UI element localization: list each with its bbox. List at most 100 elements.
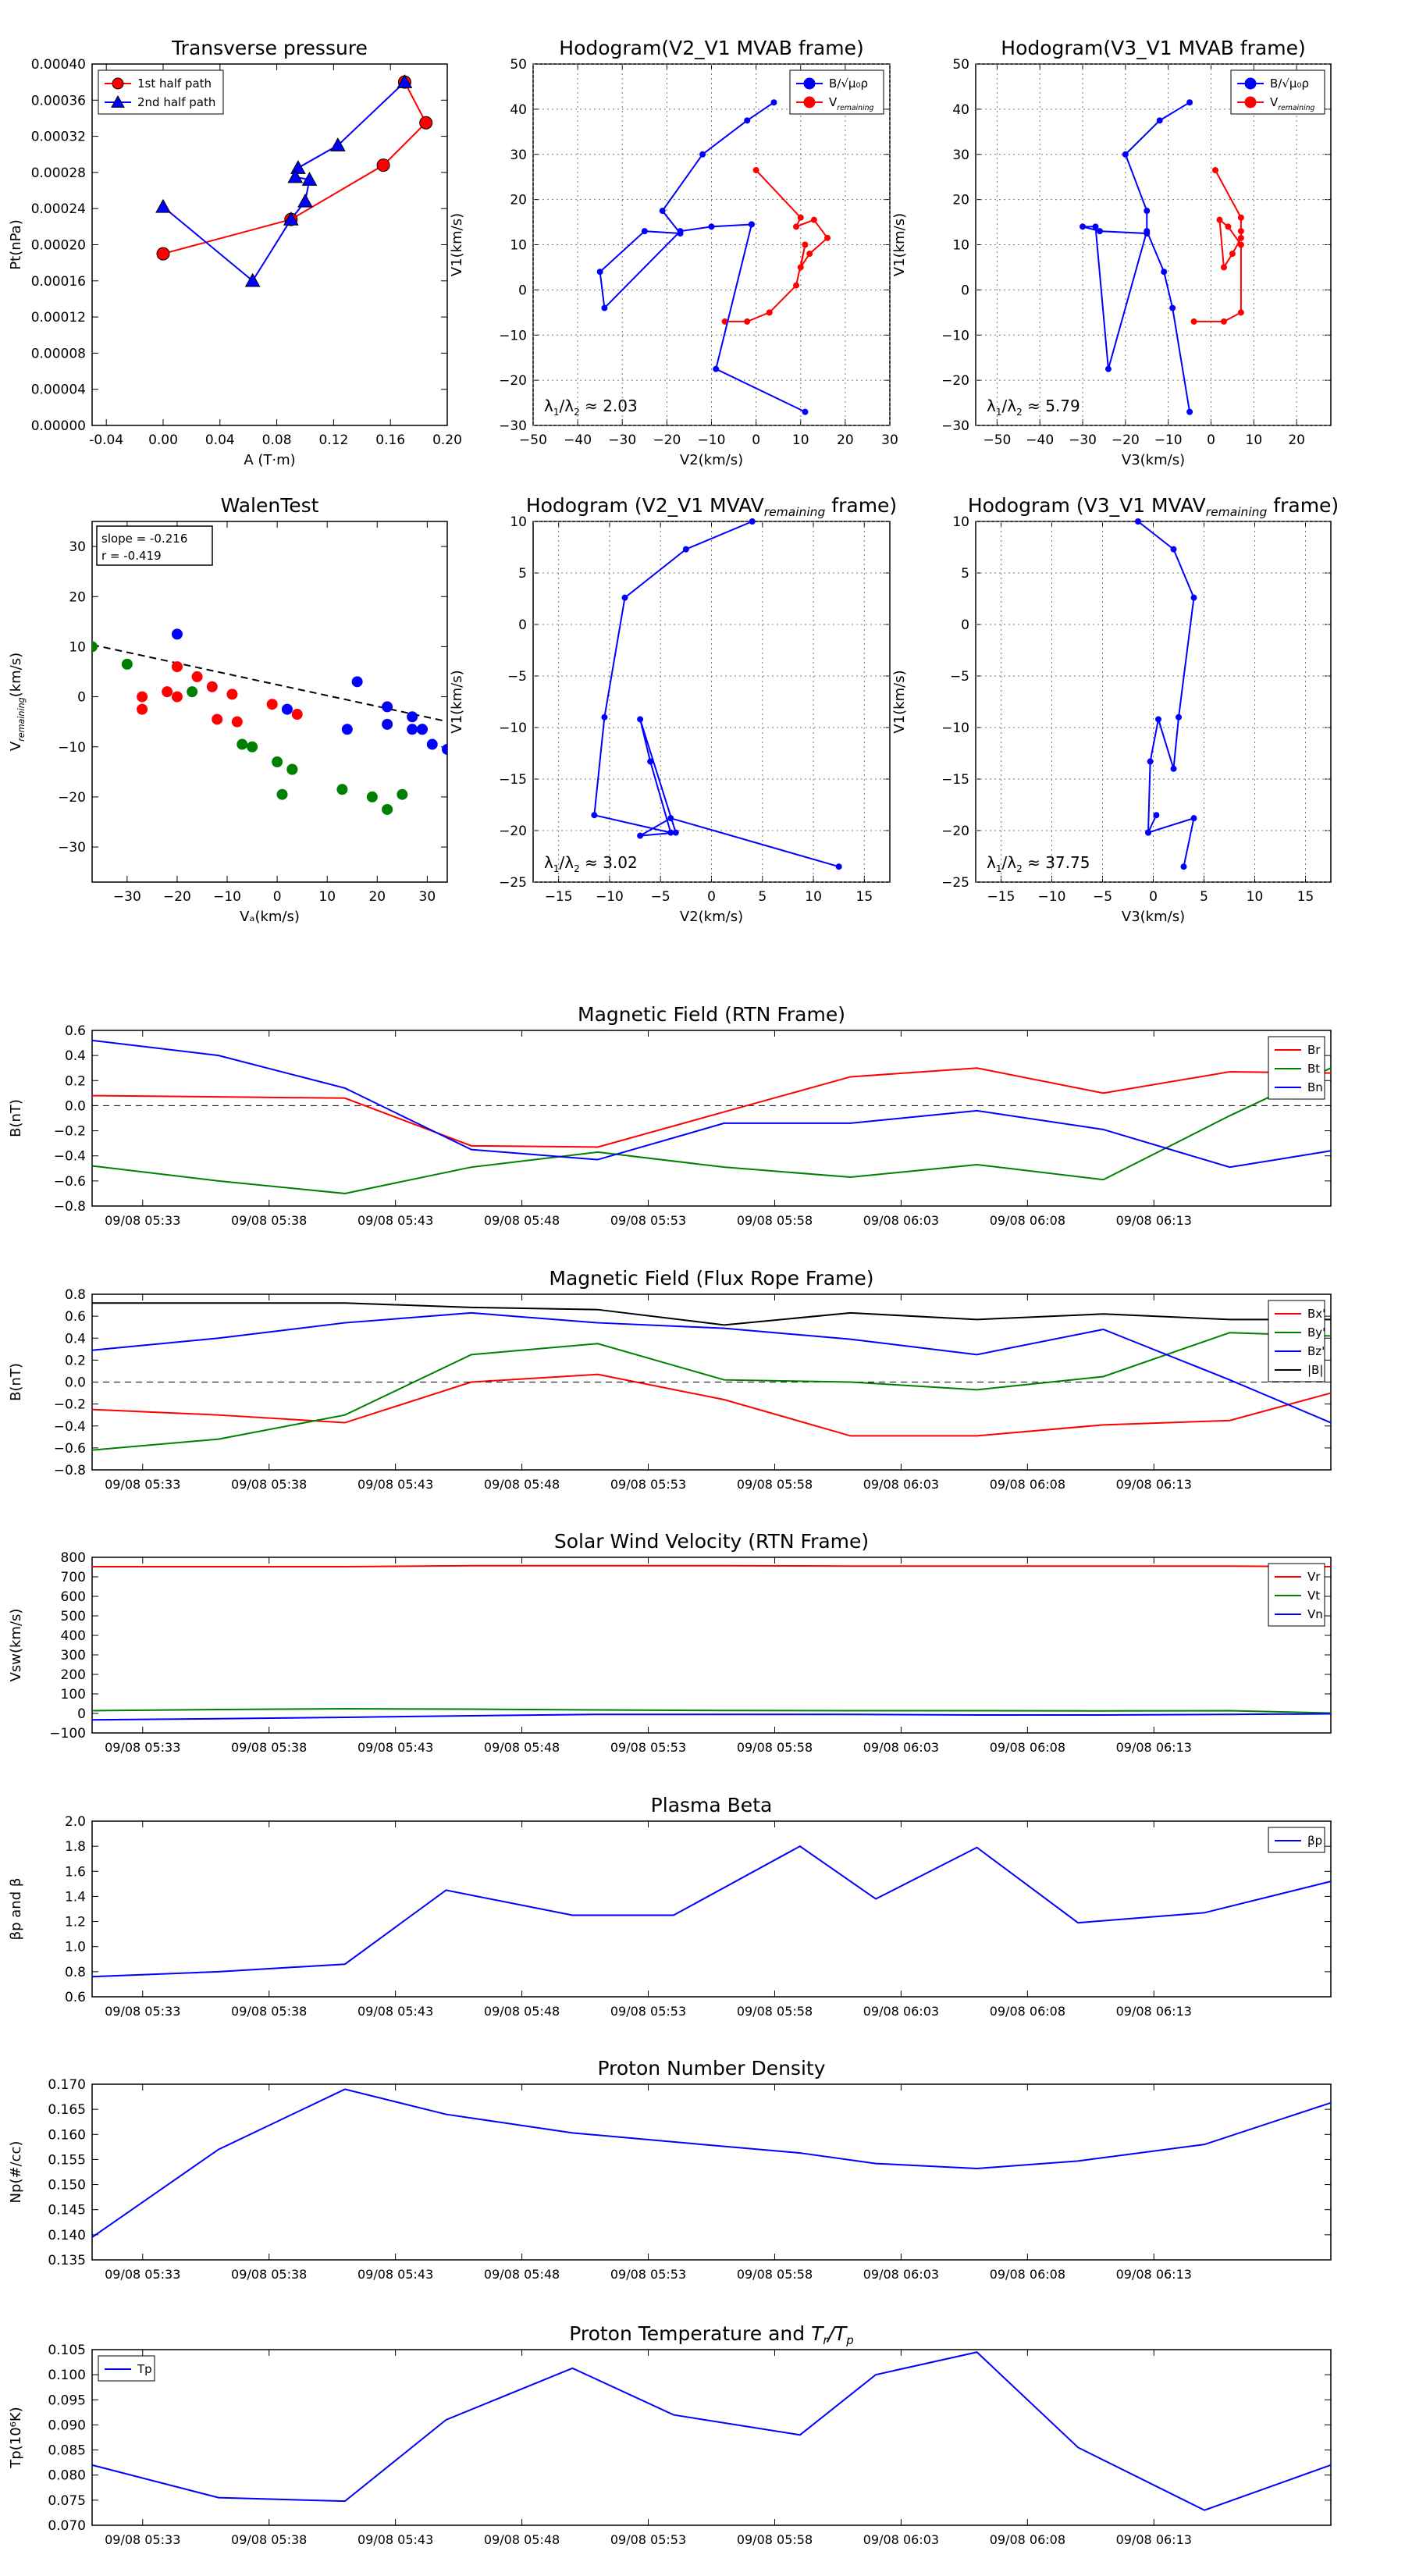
legend-label: B/√μ₀ρ — [1270, 76, 1309, 91]
data-point — [1144, 208, 1151, 215]
y-tick-label: −15 — [499, 772, 527, 788]
x-tick-label: 0 — [752, 432, 760, 448]
legend-label: Bn — [1307, 1080, 1323, 1094]
legend-label: Tp — [137, 2362, 152, 2376]
legend-marker — [112, 77, 124, 90]
data-point — [382, 803, 393, 815]
x-tick-label: 09/08 05:43 — [357, 1740, 433, 1755]
x-tick-label: 20 — [1288, 432, 1305, 448]
legend-box — [1230, 69, 1325, 115]
y-tick-label: 5 — [518, 566, 527, 582]
x-tick-label: 09/08 05:58 — [737, 1740, 813, 1755]
data-point — [682, 546, 689, 553]
x-tick-label: 09/08 05:48 — [484, 2532, 560, 2547]
series-line-By' — [91, 1332, 1332, 1451]
data-point — [1190, 594, 1197, 601]
y-tick-label: 0.085 — [48, 2443, 86, 2459]
timeseries-frame — [91, 1820, 1332, 1998]
y-tick-label: −0.6 — [54, 1441, 86, 1457]
y-axis-label: B(nT) — [8, 1363, 24, 1401]
chart-title: Magnetic Field (Flux Rope Frame) — [549, 1267, 873, 1290]
y-axis-label: V1(km/s) — [891, 670, 908, 733]
x-tick-label: 0 — [707, 889, 716, 905]
y-tick-label: −0.4 — [54, 1149, 86, 1165]
data-point — [806, 251, 813, 258]
data-point — [1104, 365, 1112, 372]
x-tick-label: 09/08 06:08 — [990, 1740, 1065, 1755]
timeseries-chart-8: −100 0 100 200 300 400 500 600 700 800 09/08 05:33… — [8, 1530, 1332, 1755]
x-tick-label: 09/08 06:08 — [990, 2267, 1065, 2282]
y-tick-label: 0.00004 — [31, 382, 86, 398]
chart-title: WalenTest — [221, 494, 319, 517]
data-point — [1155, 716, 1161, 723]
data-point — [699, 151, 706, 158]
data-point — [1211, 167, 1218, 174]
data-point — [641, 228, 648, 235]
data-point — [1153, 812, 1160, 819]
data-point — [1190, 318, 1197, 325]
data-point — [231, 716, 243, 728]
y-tick-label: −10 — [58, 740, 86, 756]
y-tick-label: 0.6 — [65, 1023, 86, 1039]
y-tick-label: 1.4 — [65, 1889, 86, 1905]
eigenvalue-ratio-annotation: λ1/λ2 ≈ 5.79 — [987, 397, 1080, 418]
x-tick-label: 0.16 — [375, 432, 405, 448]
x-tick-label: 09/08 05:48 — [484, 1740, 560, 1755]
data-point — [1135, 518, 1141, 525]
y-tick-label: 500 — [61, 1609, 86, 1624]
data-point-2nd-half — [244, 272, 261, 287]
legend-marker — [803, 77, 816, 90]
data-point — [171, 628, 183, 640]
x-tick-label: 09/08 06:13 — [1116, 1213, 1192, 1228]
x-tick-label: 09/08 05:38 — [231, 2004, 307, 2019]
timeseries-frame — [91, 1557, 1332, 1734]
data-point — [206, 681, 218, 692]
x-tick-label: 10 — [805, 889, 822, 905]
x-tick-label: 09/08 06:13 — [1116, 1477, 1192, 1492]
y-tick-label: 0.00016 — [31, 274, 86, 290]
y-tick-label: 0.00008 — [31, 346, 86, 361]
data-point — [291, 709, 303, 720]
y-tick-label: −10 — [941, 720, 969, 736]
x-tick-label: 09/08 05:33 — [105, 2267, 180, 2282]
legend-label: Bz' — [1307, 1344, 1325, 1358]
y-tick-label: −10 — [499, 328, 527, 343]
y-tick-label: 10 — [952, 514, 969, 530]
fit-stats-box — [96, 525, 213, 566]
x-tick-label: 5 — [1200, 889, 1208, 905]
x-axis-label: V3(km/s) — [1122, 909, 1185, 925]
data-point — [286, 763, 298, 775]
x-tick-label: 09/08 06:03 — [863, 2004, 939, 2019]
y-tick-label: 400 — [61, 1628, 86, 1644]
legend-label: B/√μ₀ρ — [829, 76, 868, 91]
y-tick-label: 1.6 — [65, 1864, 86, 1880]
legend-label: By' — [1307, 1325, 1325, 1340]
x-tick-label: 0 — [1149, 889, 1158, 905]
x-tick-label: −40 — [1026, 432, 1054, 448]
chart-title: Transverse pressure — [171, 37, 368, 59]
data-point — [382, 718, 393, 730]
x-tick-label: 09/08 06:08 — [990, 1213, 1065, 1228]
data-point — [667, 829, 674, 836]
data-point — [1096, 228, 1103, 235]
x-tick-label: −30 — [1069, 432, 1097, 448]
y-tick-label: 0.165 — [48, 2102, 86, 2118]
y-tick-label: 10 — [69, 639, 86, 655]
x-tick-label: 09/08 05:48 — [484, 2004, 560, 2019]
walen-points — [92, 628, 447, 815]
y-tick-label: 0.6 — [65, 1990, 86, 2005]
x-tick-label: −5 — [651, 889, 670, 905]
x-tick-label: −10 — [1038, 889, 1066, 905]
series-line-Vn — [91, 1713, 1332, 1721]
x-tick-label: 09/08 06:03 — [863, 2267, 939, 2282]
legend-label: |B| — [1307, 1363, 1323, 1377]
y-axis-label: Pt(nPa) — [8, 219, 24, 269]
data-point — [677, 228, 684, 235]
y-tick-label: 40 — [952, 102, 969, 118]
data-point — [416, 724, 428, 735]
hodogram-mvab-chart-1: −50 −40 −30 −20 −10 0 10 20 30 −30 −20 −10 0 10 20 30 40… — [449, 37, 898, 468]
y-axis-label: Tp(10⁶K) — [8, 2407, 24, 2468]
data-point — [397, 788, 408, 800]
data-point — [659, 208, 666, 215]
x-tick-label: 09/08 06:03 — [863, 1213, 939, 1228]
